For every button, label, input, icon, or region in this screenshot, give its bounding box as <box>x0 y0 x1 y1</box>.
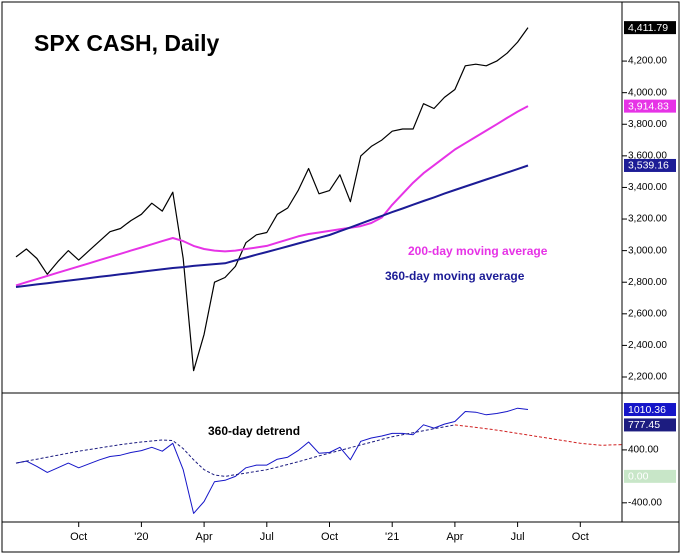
x-tick-label: Apr <box>446 531 463 543</box>
series-line <box>15 407 529 514</box>
value-marker <box>624 418 676 432</box>
y-tick-label: 2,600.00 <box>628 308 667 319</box>
y-tick-label: 4,000.00 <box>628 87 667 98</box>
y-tick-label: 3,200.00 <box>628 214 667 225</box>
value-marker <box>624 469 676 483</box>
y-tick-label: 3,000.00 <box>628 245 667 256</box>
x-tick-label: Oct <box>70 531 87 543</box>
y-tick-label: 2,400.00 <box>628 340 667 351</box>
x-tick-label: Jul <box>511 531 525 543</box>
x-tick-label: '21 <box>385 531 399 543</box>
series-line <box>15 27 529 372</box>
y-tick-label: 2,200.00 <box>628 372 667 383</box>
value-marker <box>624 403 676 417</box>
chart-title: SPX CASH, Daily <box>34 30 220 56</box>
x-tick-label: '20 <box>134 531 148 543</box>
y-tick-label: 3,800.00 <box>628 119 667 130</box>
value-marker <box>624 21 676 35</box>
y-tick-label: 4,200.00 <box>628 56 667 67</box>
y-tick-label: -400.00 <box>628 497 662 508</box>
value-marker-label: 0.00 <box>628 471 649 483</box>
series-label: 360-day moving average <box>385 269 525 283</box>
series-label: 360-day detrend <box>208 424 300 438</box>
value-marker-label: 777.45 <box>628 419 660 431</box>
series-line <box>15 105 529 287</box>
y-tick-label: 2,800.00 <box>628 277 667 288</box>
value-marker-label: 4,411.79 <box>628 22 668 34</box>
x-tick-label: Jul <box>260 531 274 543</box>
y-tick-label: 3,400.00 <box>628 182 667 193</box>
value-marker-label: 1010.36 <box>628 404 666 416</box>
series-line <box>15 164 529 288</box>
x-tick-label: Oct <box>321 531 338 543</box>
projection-line <box>454 424 623 446</box>
value-marker <box>624 158 676 172</box>
x-tick-label: Oct <box>572 531 589 543</box>
value-marker-label: 3,914.83 <box>628 100 669 112</box>
x-tick-label: Apr <box>196 531 213 543</box>
y-tick-label: 400.00 <box>628 445 659 456</box>
series-label: 200-day moving average <box>408 244 548 258</box>
value-marker-label: 3,539.16 <box>628 160 669 172</box>
value-marker <box>624 99 676 113</box>
y-tick-label: 3,600.00 <box>628 150 667 161</box>
projection-line <box>15 424 455 477</box>
